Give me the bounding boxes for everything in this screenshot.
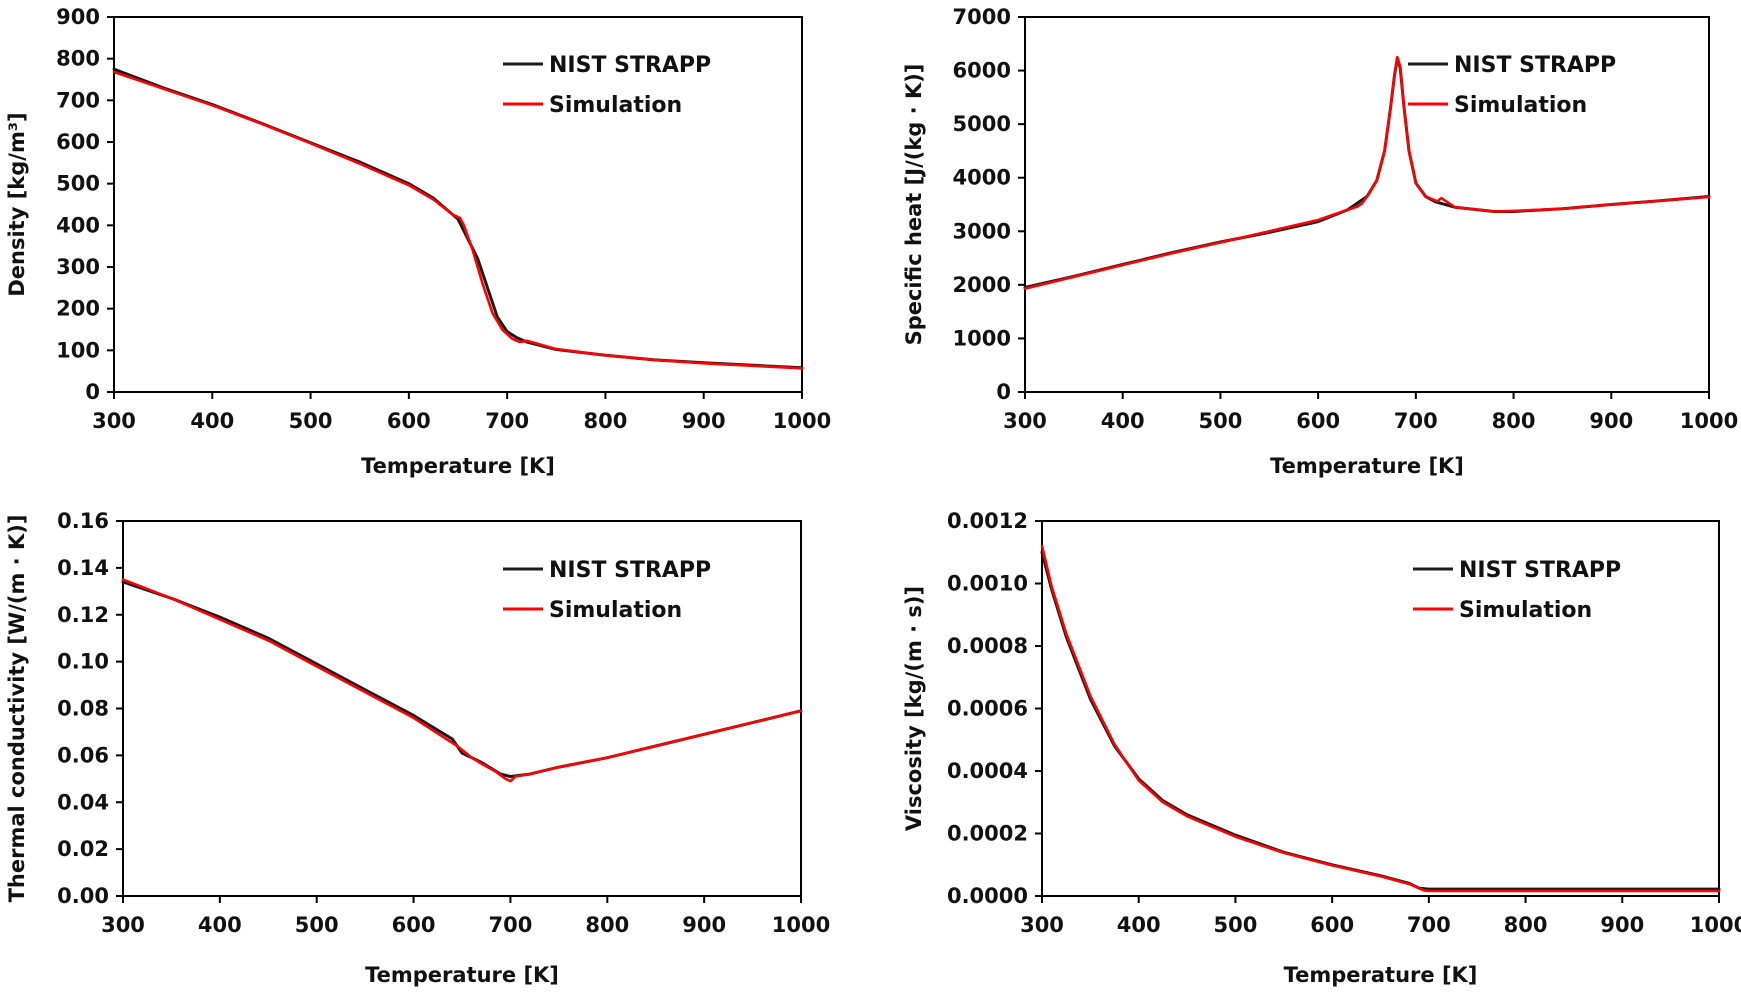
y-tick-label: 0: [85, 380, 100, 404]
y-tick-label: 100: [56, 338, 100, 362]
x-tick-label: 300: [101, 913, 145, 937]
y-tick-label: 0.0000: [947, 884, 1028, 908]
legend-label: Simulation: [1454, 93, 1587, 118]
x-tick-label: 300: [92, 409, 136, 433]
x-tick-label: 500: [295, 913, 339, 937]
x-tick-label: 400: [198, 913, 242, 937]
x-tick-label: 800: [585, 913, 629, 937]
y-axis-title: Thermal conductivity [W/(m · K)]: [5, 515, 29, 903]
y-tick-label: 0.0002: [947, 822, 1028, 846]
y-tick-label: 300: [56, 255, 100, 279]
y-tick-label: 0.0006: [947, 697, 1028, 721]
x-tick-label: 900: [1589, 409, 1633, 433]
legend-label: NIST STRAPP: [1454, 53, 1616, 78]
x-tick-label: 800: [584, 409, 628, 433]
y-tick-label: 0.0010: [947, 572, 1028, 596]
y-tick-label: 0.04: [57, 790, 109, 814]
y-tick-label: 0.02: [57, 837, 109, 861]
x-tick-label: 400: [1117, 913, 1161, 937]
simulation-series-line: [1023, 55, 1711, 290]
y-tick-label: 400: [56, 213, 100, 237]
x-tick-label: 900: [682, 409, 726, 433]
legend-label: NIST STRAPP: [549, 53, 711, 78]
y-tick-label: 900: [56, 5, 100, 29]
x-tick-label: 600: [387, 409, 431, 433]
y-tick-label: 700: [56, 88, 100, 112]
y-tick-label: 0.06: [57, 743, 109, 767]
x-tick-label: 1000: [773, 409, 831, 433]
x-tick-label: 700: [489, 913, 533, 937]
y-tick-label: 0: [996, 380, 1011, 404]
simulation-series-line: [112, 70, 804, 370]
y-tick-label: 4000: [953, 166, 1011, 190]
y-tick-label: 2000: [953, 273, 1011, 297]
x-tick-label: 500: [1199, 409, 1243, 433]
x-tick-label: 800: [1492, 409, 1536, 433]
y-tick-label: 500: [56, 172, 100, 196]
y-tick-label: 7000: [953, 5, 1011, 29]
y-tick-label: 0.00: [57, 884, 109, 908]
x-tick-label: 300: [1020, 913, 1064, 937]
x-axis-title: Temperature [K]: [1270, 454, 1464, 478]
x-tick-label: 900: [682, 913, 726, 937]
density-chart: 300 400 500 600 700 800 900 1000 0 100 200 300 400 50…: [5, 5, 831, 478]
x-tick-label: 500: [1214, 913, 1258, 937]
x-tick-label: 1000: [1680, 409, 1738, 433]
y-axis-title: Specific heat [J/(kg · K)]: [902, 64, 926, 346]
nist-strapp-series-line: [121, 580, 803, 778]
y-tick-label: 0.0012: [947, 509, 1028, 533]
y-tick-label: 1000: [953, 326, 1011, 350]
x-tick-label: 700: [485, 409, 529, 433]
legend-label: Simulation: [549, 598, 682, 623]
y-tick-label: 600: [56, 130, 100, 154]
y-axis-title: Viscosity [kg/(m · s)]: [902, 586, 926, 831]
legend-label: Simulation: [549, 93, 682, 118]
x-axis-title: Temperature [K]: [365, 963, 559, 987]
x-tick-label: 800: [1504, 913, 1548, 937]
y-tick-label: 0.0008: [947, 634, 1028, 658]
y-tick-label: 3000: [953, 219, 1011, 243]
y-tick-label: 800: [56, 47, 100, 71]
x-tick-label: 1000: [772, 913, 830, 937]
x-axis-title: Temperature [K]: [1284, 963, 1478, 987]
y-tick-label: 0.14: [57, 556, 109, 580]
y-tick-label: 0.16: [57, 509, 109, 533]
y-axis-title: Density [kg/m³]: [5, 112, 29, 296]
x-tick-label: 600: [392, 913, 436, 937]
nist-strapp-series-line: [112, 67, 804, 370]
x-axis-title: Temperature [K]: [361, 454, 555, 478]
plot-area-frame: [1024, 16, 1710, 393]
legend-label: Simulation: [1459, 598, 1592, 623]
y-tick-label: 0.08: [57, 697, 109, 721]
y-tick-label: 0.0004: [947, 759, 1028, 783]
x-tick-label: 700: [1407, 913, 1451, 937]
nist-strapp-series-line: [1040, 550, 1721, 891]
thermal-conductivity-chart: 300 400 500 600 700 800 900 1000 0.00 0.02 0.04 0.0…: [5, 509, 830, 987]
x-tick-label: 600: [1296, 409, 1340, 433]
x-tick-label: 900: [1600, 913, 1644, 937]
y-tick-label: 0.12: [57, 603, 109, 627]
viscosity-chart: 300 400 500 600 700 800 900 1000 0.0000 0.0002 0.0…: [902, 509, 1741, 987]
y-tick-label: 200: [56, 297, 100, 321]
x-tick-label: 500: [289, 409, 333, 433]
legend-label: NIST STRAPP: [549, 558, 711, 583]
specific-heat-chart: 300 400 500 600 700 800 900 1000 0 1000 2000 3000 40…: [902, 5, 1738, 478]
x-tick-label: 400: [190, 409, 234, 433]
x-tick-label: 700: [1394, 409, 1438, 433]
x-tick-label: 1000: [1690, 913, 1741, 937]
simulation-series-line: [1040, 544, 1721, 893]
x-tick-label: 300: [1003, 409, 1047, 433]
plot-area-frame: [113, 16, 803, 393]
y-tick-label: 5000: [953, 112, 1011, 136]
x-tick-label: 400: [1101, 409, 1145, 433]
y-tick-label: 6000: [953, 59, 1011, 83]
nist-strapp-series-line: [1023, 56, 1711, 289]
x-tick-label: 600: [1310, 913, 1354, 937]
legend-label: NIST STRAPP: [1459, 558, 1621, 583]
simulation-series-line: [121, 578, 803, 783]
y-tick-label: 0.10: [57, 650, 109, 674]
